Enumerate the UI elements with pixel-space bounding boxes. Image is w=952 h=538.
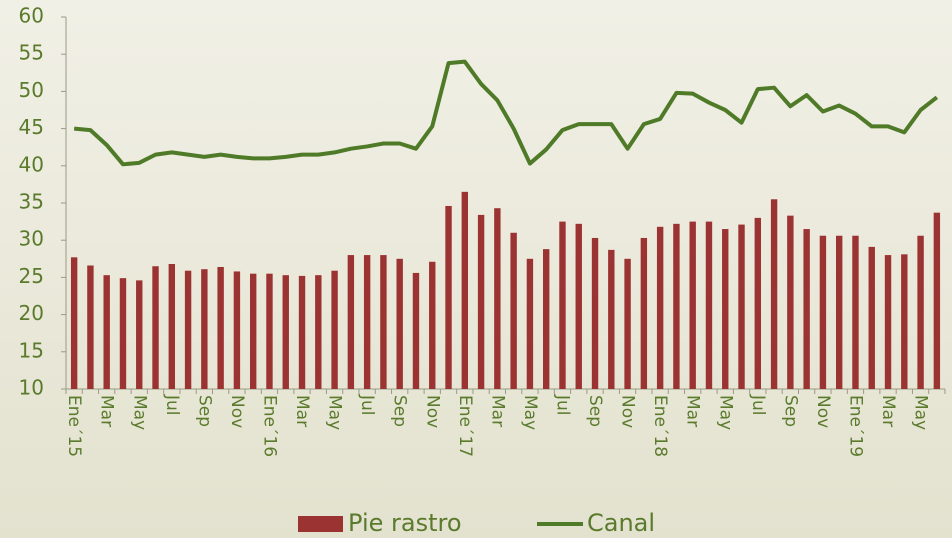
y-tick-label: 15 xyxy=(19,338,44,362)
x-tick-label: Mar xyxy=(878,395,898,427)
bar xyxy=(445,205,452,389)
bar xyxy=(559,221,566,389)
bar xyxy=(591,237,599,389)
bar xyxy=(868,246,875,389)
bar xyxy=(70,257,78,389)
x-tick-label: Sep xyxy=(780,395,800,427)
x-tick-label: Jul xyxy=(357,394,377,416)
bar xyxy=(136,280,143,389)
y-tick-label: 25 xyxy=(19,264,44,288)
bar xyxy=(722,229,729,389)
bar xyxy=(298,275,306,389)
x-tick-label: Ene´15 xyxy=(64,395,84,457)
bar xyxy=(103,275,110,389)
bar xyxy=(477,214,485,389)
line xyxy=(73,59,939,167)
x-tick-label: Mar xyxy=(97,395,117,427)
bar xyxy=(656,226,664,389)
bar xyxy=(347,255,355,389)
x-tick-label: Nov xyxy=(227,395,247,428)
bar xyxy=(201,269,208,389)
x-tick-label: Nov xyxy=(422,395,442,428)
bar xyxy=(510,232,517,389)
y-tick-label: 40 xyxy=(19,152,44,176)
bar xyxy=(363,255,371,389)
bar xyxy=(917,235,924,389)
bar xyxy=(119,278,127,389)
bar xyxy=(526,258,534,389)
x-tick-label: Ene´18 xyxy=(650,395,670,457)
y-tick-label: 55 xyxy=(19,41,44,65)
x-tick-label: May xyxy=(520,395,540,430)
legend-label: Pie rastro xyxy=(348,509,462,537)
y-tick-label: 20 xyxy=(19,301,44,325)
x-tick-label: Sep xyxy=(585,395,605,427)
bar xyxy=(901,254,908,389)
bar xyxy=(803,229,810,389)
bar xyxy=(624,258,631,389)
legend-label: Canal xyxy=(587,509,655,537)
bar xyxy=(412,272,420,389)
bar xyxy=(217,266,224,389)
x-tick-label: Mar xyxy=(683,395,703,427)
bar xyxy=(184,270,192,389)
bar xyxy=(152,266,159,389)
y-tick-label: 30 xyxy=(19,227,44,251)
bar xyxy=(87,265,94,389)
bar xyxy=(770,199,778,389)
bar xyxy=(380,255,387,389)
x-tick-label: Jul xyxy=(748,394,768,416)
bar xyxy=(884,255,892,389)
x-tick-label: Sep xyxy=(194,395,214,427)
x-tick-label: Mar xyxy=(292,395,312,427)
bar xyxy=(266,273,273,389)
bar xyxy=(673,223,680,389)
bar xyxy=(705,221,713,389)
x-tick-label: Nov xyxy=(618,395,638,428)
x-tick-label: May xyxy=(325,395,345,430)
x-tick-label: Mar xyxy=(487,395,507,427)
x-tick-label: May xyxy=(129,395,149,430)
bar xyxy=(461,191,469,389)
x-tick-label: Jul xyxy=(162,394,182,416)
bar xyxy=(575,223,582,389)
bar xyxy=(608,249,615,389)
x-tick-label: Ene´19 xyxy=(845,395,865,457)
bar xyxy=(819,235,827,389)
x-tick-label: Jul xyxy=(552,394,572,416)
bar xyxy=(754,217,762,389)
x-tick-label: May xyxy=(911,395,931,430)
bar xyxy=(542,249,550,389)
y-tick-label: 50 xyxy=(19,78,44,102)
bar xyxy=(787,215,794,389)
x-tick-label: May xyxy=(715,395,735,430)
bar xyxy=(168,264,176,389)
bar xyxy=(738,224,745,389)
bar xyxy=(249,273,257,389)
bar xyxy=(429,261,436,389)
y-tick-label: 45 xyxy=(19,115,44,139)
bar xyxy=(640,237,648,389)
bar xyxy=(494,208,501,389)
x-tick-label: Ene´16 xyxy=(259,395,279,457)
bar xyxy=(835,235,843,389)
y-tick-label: 10 xyxy=(19,376,44,400)
bar xyxy=(396,258,403,389)
x-tick-label: Sep xyxy=(390,395,410,427)
bar xyxy=(852,235,859,389)
legend-swatch xyxy=(298,516,343,532)
bar xyxy=(689,221,696,389)
bar xyxy=(331,270,338,389)
bar xyxy=(933,212,941,389)
y-tick-label: 35 xyxy=(19,190,44,214)
x-tick-label: Ene´17 xyxy=(455,395,475,457)
bar xyxy=(315,275,322,389)
bar xyxy=(282,275,289,389)
bar xyxy=(233,271,241,389)
x-tick-label: Nov xyxy=(813,395,833,428)
y-tick-label: 60 xyxy=(19,4,44,28)
